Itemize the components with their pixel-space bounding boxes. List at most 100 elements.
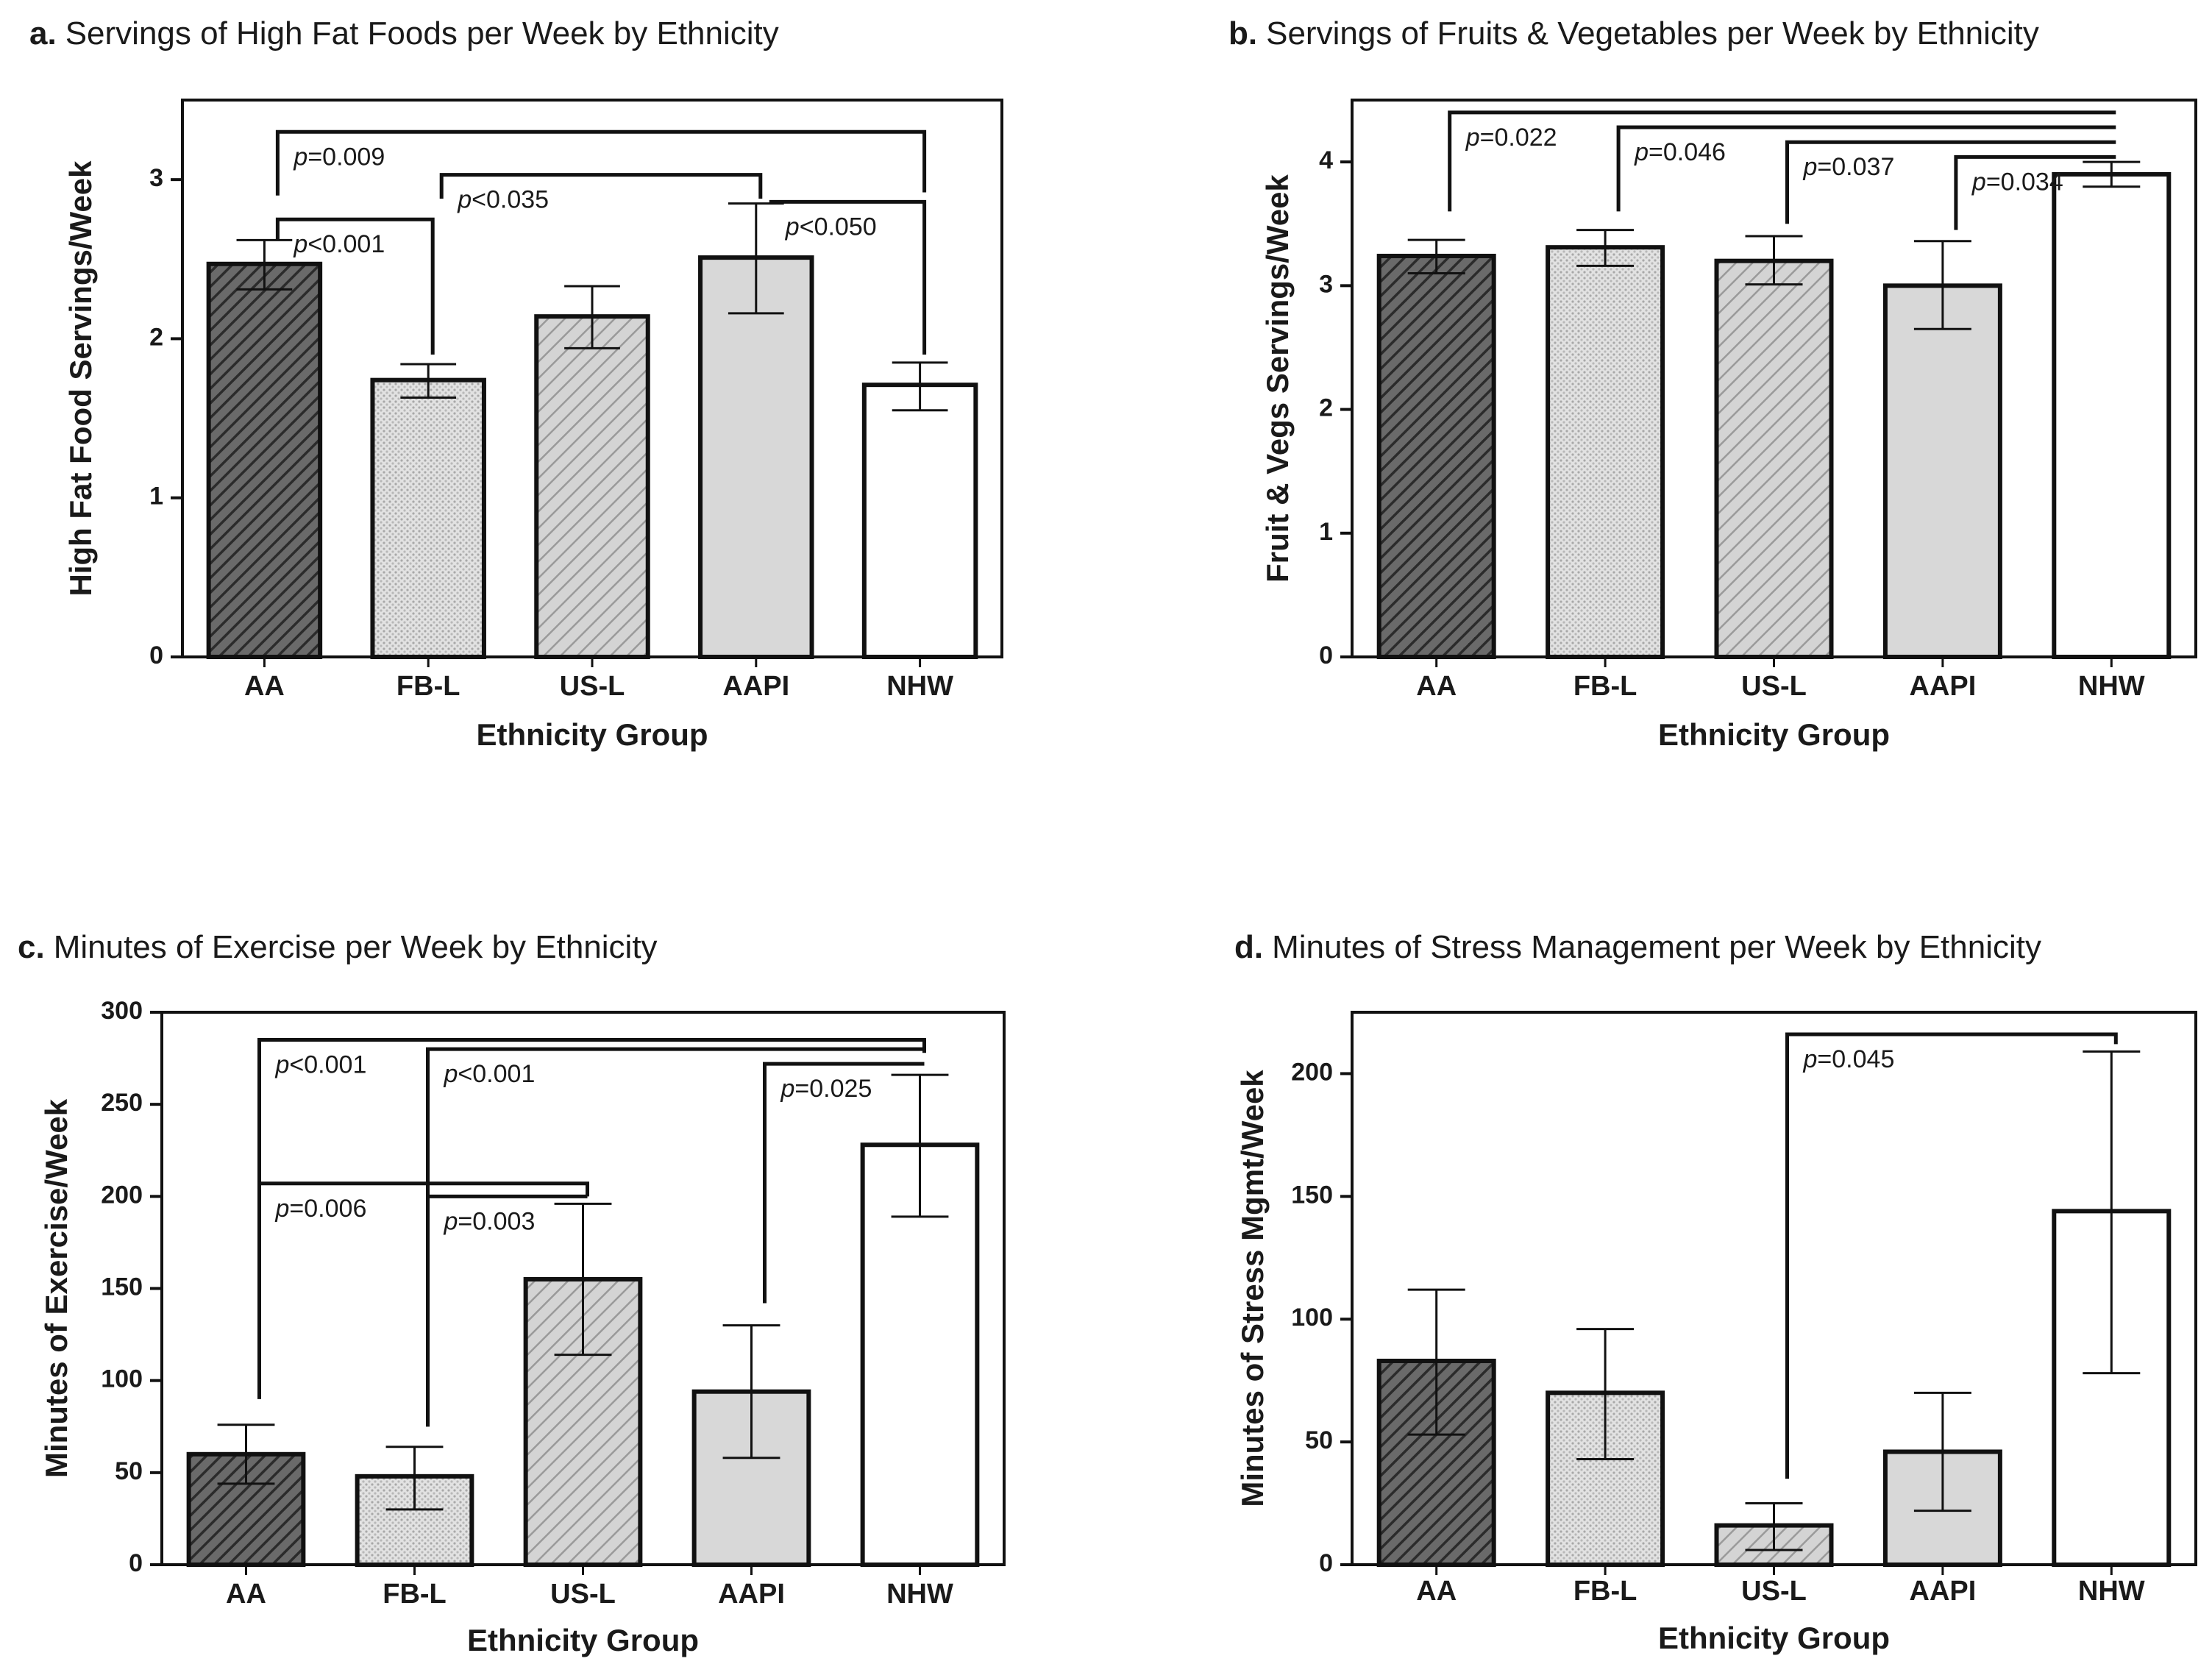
bracket-line (275, 217, 435, 355)
x-tick-label-nhw: NHW (886, 1579, 953, 1610)
x-tick-label-fb-l: FB-L (383, 1579, 447, 1610)
p-value: =0.025 (794, 1075, 872, 1103)
bracket-line (763, 1062, 925, 1304)
y-tick-label: 0 (129, 1549, 143, 1577)
bar-fb-l (1546, 245, 1665, 659)
bracket-line (1785, 140, 2116, 224)
chart-title-text: Minutes of Exercise per Week by Ethnicit… (54, 929, 658, 965)
bar-aa (1376, 253, 1496, 659)
significance-bracket: p=0.046 (1616, 125, 2116, 212)
chart-title-text: Servings of Fruits & Vegetables per Week… (1266, 15, 2039, 51)
bar-nhw (861, 383, 978, 659)
x-tick-label-aapi: AAPI (1910, 1576, 1977, 1607)
chart-title: a. Servings of High Fat Foods per Week by… (29, 15, 779, 51)
bar-us-l (534, 314, 650, 659)
y-tick-label: 0 (1319, 641, 1333, 669)
p-value: <0.035 (472, 186, 549, 214)
chart-panel-a: a. Servings of High Fat Foods per Week by… (29, 15, 1003, 752)
bracket-line (426, 1047, 926, 1427)
x-axis-title: Ethnicity Group (467, 1623, 699, 1657)
x-tick-label-fb-l: FB-L (396, 671, 460, 702)
significance-bracket: p<0.001 (275, 217, 435, 355)
bracket-line (1954, 154, 2116, 230)
y-axis-title: Minutes of Exercise/Week (39, 1098, 74, 1478)
p-value: =0.046 (1649, 138, 1726, 166)
y-tick-label: 50 (1305, 1426, 1333, 1454)
p-value-label: p=0.034 (1971, 168, 2063, 196)
y-tick-label: 3 (149, 164, 163, 192)
p-value: =0.003 (458, 1207, 535, 1235)
y-tick-label: 250 (101, 1089, 143, 1117)
x-tick-label-us-l: US-L (1741, 1576, 1807, 1607)
y-tick-label: 3 (1319, 270, 1333, 298)
bracket-line (257, 1181, 589, 1399)
p-value-label: p=0.046 (1634, 138, 1726, 166)
bracket-line (439, 173, 763, 199)
significance-bracket: p=0.003 (426, 1194, 588, 1427)
chart-title-letter: d. (1234, 929, 1263, 965)
x-tick-label-us-l: US-L (1741, 671, 1807, 702)
x-tick-label-aa: AA (244, 671, 285, 702)
chart-title: c. Minutes of Exercise per Week by Ethnic… (18, 929, 658, 965)
p-value-label: p=0.003 (444, 1207, 536, 1235)
x-tick-label-us-l: US-L (550, 1579, 616, 1610)
bracket-line (1448, 110, 2116, 212)
p-symbol: p (785, 213, 800, 241)
y-tick-label: 300 (101, 997, 143, 1025)
x-tick-label-aa: AA (1416, 1576, 1457, 1607)
chart-panel-c: c. Minutes of Exercise per Week by Ethnic… (18, 929, 1006, 1657)
significance-bracket: p=0.037 (1785, 140, 2116, 224)
y-tick-label: 100 (101, 1365, 143, 1393)
bracket-line (1616, 125, 2116, 212)
bar-aa (206, 261, 323, 659)
bracket-line (275, 129, 927, 196)
p-value: =0.034 (1986, 168, 2063, 196)
chart-panel-d: d. Minutes of Stress Management per Week … (1234, 929, 2197, 1655)
p-symbol: p (293, 143, 307, 171)
p-value: <0.001 (458, 1060, 535, 1088)
p-value-label: p<0.001 (293, 230, 385, 258)
plot-frame (1351, 99, 2197, 658)
y-tick-label: 200 (1291, 1058, 1333, 1086)
y-tick-label: 150 (101, 1273, 143, 1301)
y-tick-label: 2 (1319, 394, 1333, 422)
p-symbol: p (444, 1207, 458, 1235)
p-value-label: p=0.025 (780, 1075, 872, 1103)
p-symbol: p (275, 1195, 290, 1223)
significance-bracket: p=0.025 (763, 1062, 925, 1304)
p-symbol: p (780, 1075, 795, 1103)
chart-title: d. Minutes of Stress Management per Week … (1234, 929, 2041, 965)
p-symbol: p (444, 1060, 458, 1088)
p-value-label: p=0.009 (293, 143, 385, 171)
p-symbol: p (293, 230, 307, 258)
x-axis-title: Ethnicity Group (1658, 1621, 1890, 1655)
x-tick-label-aapi: AAPI (722, 671, 789, 702)
p-symbol: p (1465, 124, 1480, 152)
p-value: =0.045 (1817, 1045, 1894, 1073)
y-tick-label: 2 (149, 323, 163, 351)
p-symbol: p (1803, 153, 1818, 181)
significance-bracket: p<0.050 (769, 199, 927, 355)
chart-title-letter: b. (1228, 15, 1257, 51)
p-value-label: p<0.001 (444, 1060, 536, 1088)
plot-frame (181, 99, 1003, 658)
p-symbol: p (1634, 138, 1649, 166)
significance-bracket: p=0.022 (1448, 110, 2116, 212)
x-tick-label-us-l: US-L (560, 671, 625, 702)
chart-title-letter: c. (18, 929, 45, 965)
p-value: =0.009 (307, 143, 385, 171)
p-symbol: p (457, 186, 472, 214)
p-value: =0.006 (289, 1195, 366, 1223)
bar-fb-l (355, 1473, 474, 1567)
chart-title-text: Minutes of Stress Management per Week by… (1272, 929, 2041, 965)
y-axis-title: Fruit & Vegs Servings/Week (1260, 174, 1295, 582)
p-symbol: p (1803, 1045, 1818, 1073)
x-tick-label-nhw: NHW (2078, 1576, 2145, 1607)
p-value-label: p=0.045 (1803, 1045, 1895, 1073)
chart-panel-b: b. Servings of Fruits & Vegetables per We… (1228, 15, 2197, 752)
x-tick-label-fb-l: FB-L (1573, 1576, 1637, 1607)
chart-title-letter: a. (29, 15, 57, 51)
significance-bracket: p=0.034 (1954, 154, 2116, 230)
y-tick-label: 100 (1291, 1304, 1333, 1332)
